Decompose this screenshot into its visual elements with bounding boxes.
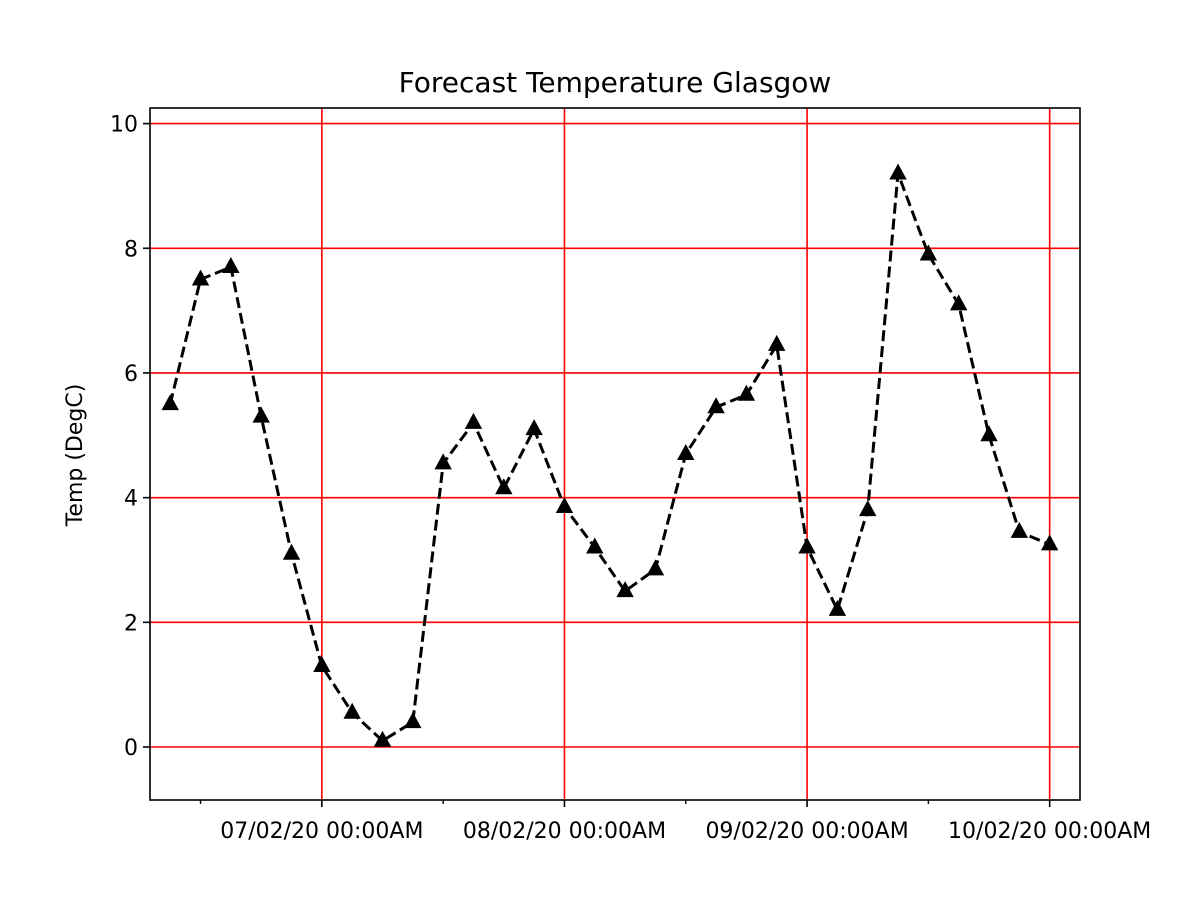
data-point-marker [525, 419, 543, 436]
y-tick-label: 4 [124, 487, 138, 512]
data-point-marker [889, 163, 907, 180]
data-point-marker [282, 543, 301, 560]
data-point-marker [1010, 521, 1029, 538]
data-point-marker [161, 394, 179, 411]
data-point-marker [313, 655, 331, 672]
y-axis-label: Temp (DegC) [63, 384, 88, 528]
data-point-marker [919, 244, 938, 261]
data-point-marker [798, 537, 816, 554]
data-point-marker [859, 500, 877, 517]
data-point-marker [646, 559, 665, 576]
axes: 0 2 4 6 8 10 07/02/20 00:00AM 08/02/20 00:00AM 0… [110, 113, 1151, 844]
data-point-marker [434, 453, 452, 470]
data-point-marker [980, 425, 998, 442]
data-point-marker [707, 397, 725, 414]
data-point-marker [1040, 534, 1059, 551]
data-point-marker [949, 294, 968, 311]
y-tick-label: 10 [110, 113, 138, 138]
data-point-marker [586, 537, 604, 554]
plot-area-frame [149, 107, 1081, 801]
chart-title: Forecast Temperature Glasgow [399, 66, 832, 99]
x-tick-label: 10/02/20 00:00AM [948, 819, 1151, 844]
data-point-marker [222, 256, 240, 273]
data-point-marker [677, 444, 695, 460]
x-tick-label: 09/02/20 00:00AM [705, 819, 908, 844]
data-point-marker [464, 412, 483, 429]
data-point-marker [495, 478, 513, 495]
data-point-marker [191, 269, 210, 286]
x-tick-label: 07/02/20 00:00AM [220, 819, 423, 844]
data-point-marker [768, 334, 786, 351]
grid-lines [150, 108, 1080, 800]
data-point-marker [828, 599, 847, 616]
y-tick-label: 8 [124, 237, 138, 262]
series-line [168, 172, 1051, 743]
data-point-marker [404, 712, 422, 729]
x-tick-label: 08/02/20 00:00AM [463, 819, 666, 844]
data-point-marker [737, 384, 756, 401]
y-tick-label: 6 [124, 362, 138, 387]
data-series [161, 163, 1059, 747]
y-tick-label: 2 [124, 611, 138, 636]
data-point-marker [252, 406, 270, 423]
data-point-marker [343, 702, 361, 719]
y-tick-label: 0 [124, 736, 138, 761]
data-point-marker [555, 496, 574, 513]
data-point-marker [616, 581, 634, 598]
data-point-marker [373, 730, 392, 747]
